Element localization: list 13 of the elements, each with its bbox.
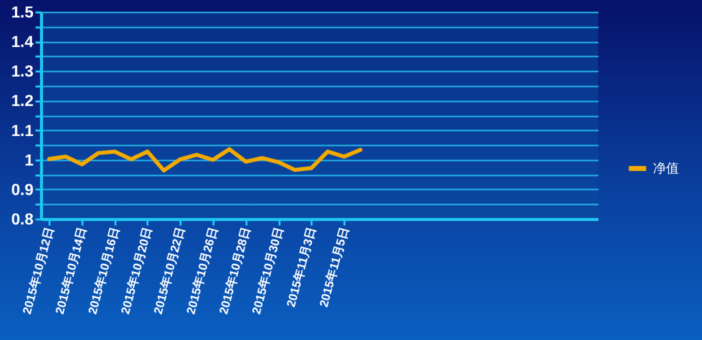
y-tick-label: 1.4 — [11, 34, 34, 52]
y-tick-label: 1.2 — [11, 93, 34, 110]
y-tick-label: 1 — [24, 152, 34, 170]
x-tick-label: 2015年11月5日 — [316, 226, 352, 309]
y-tick-label: 1.5 — [11, 4, 34, 22]
y-tick-label: 1.1 — [11, 122, 34, 140]
y-tick-label: 0.8 — [11, 212, 34, 228]
y-tick-label: 1.3 — [11, 64, 34, 81]
line-series — [47, 147, 362, 173]
x-tick-label: 2015年11月3日 — [284, 226, 319, 309]
x-tick-label: 2015年10月12日 — [20, 226, 56, 316]
legend-label: 净值 — [653, 160, 679, 176]
y-tick-label: 0.9 — [11, 182, 34, 199]
